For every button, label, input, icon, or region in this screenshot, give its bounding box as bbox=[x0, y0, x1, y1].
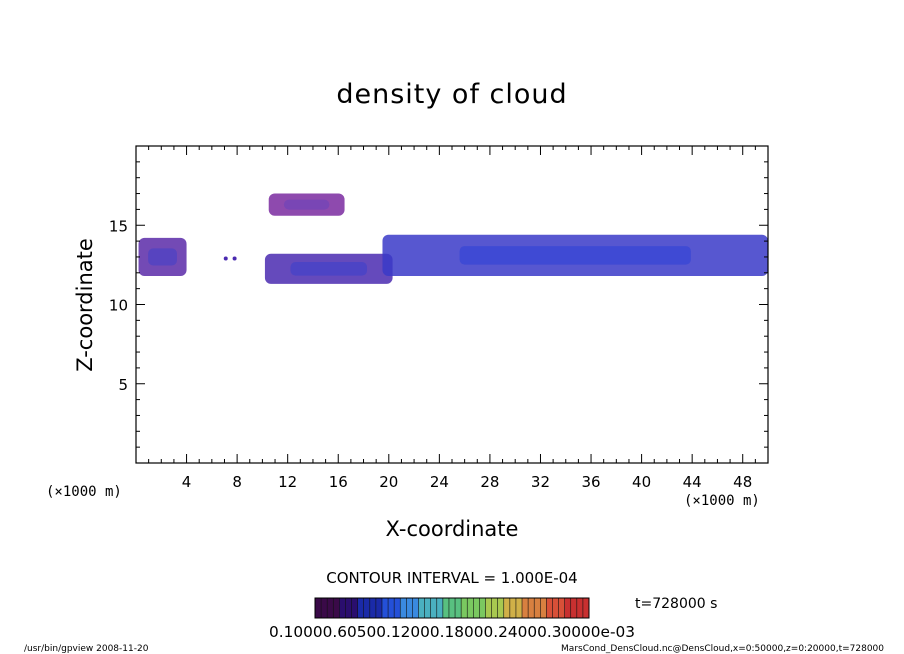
colorbar-swatch bbox=[564, 598, 572, 618]
colorbar-swatch bbox=[412, 598, 420, 618]
x-tick-label: 24 bbox=[430, 473, 449, 491]
colorbar-swatch bbox=[576, 598, 584, 618]
colorbar-swatch bbox=[442, 598, 450, 618]
colorbar bbox=[314, 598, 590, 618]
cloud-region-upper-patch bbox=[268, 193, 345, 216]
colorbar-swatch bbox=[339, 598, 346, 618]
y-tick-label: 5 bbox=[118, 376, 128, 394]
x-tick-label: 48 bbox=[733, 473, 752, 491]
colorbar-swatch bbox=[315, 598, 322, 618]
heatmap-layer bbox=[138, 193, 768, 284]
x-tick-label: 16 bbox=[329, 473, 348, 491]
y-tick-label: 15 bbox=[109, 217, 128, 235]
x-tick-label: 32 bbox=[531, 473, 550, 491]
colorbar-swatch bbox=[351, 598, 359, 618]
x-axis-label: X-coordinate bbox=[386, 517, 519, 541]
colorbar-swatch bbox=[485, 598, 493, 618]
colorbar-swatch bbox=[528, 598, 535, 618]
cloud-speck bbox=[232, 256, 237, 261]
colorbar-tick-labels: 0.10000.60500.12000.18000.24000.30000e-0… bbox=[269, 623, 635, 641]
y-tick-label: 10 bbox=[109, 297, 128, 315]
colorbar-swatch bbox=[394, 598, 401, 618]
x-tick-label: 44 bbox=[683, 473, 702, 491]
x-tick-label: 4 bbox=[182, 473, 192, 491]
colorbar-swatch bbox=[381, 598, 389, 618]
colorbar-swatch bbox=[503, 598, 511, 618]
x-tick-label: 8 bbox=[232, 473, 242, 491]
colorbar-swatch bbox=[448, 598, 456, 618]
colorbar-swatch bbox=[388, 598, 395, 618]
cloud-core-band-20-50 bbox=[459, 246, 691, 265]
colorbar-swatch bbox=[333, 598, 340, 618]
x-tick-label: 28 bbox=[480, 473, 499, 491]
colorbar-swatch bbox=[467, 598, 474, 618]
colorbar-swatch bbox=[369, 598, 377, 618]
colorbar-swatch bbox=[461, 598, 468, 618]
colorbar-swatch bbox=[479, 598, 486, 618]
cloud-region-band-12-20 bbox=[264, 253, 393, 284]
x-tick-label: 40 bbox=[632, 473, 651, 491]
colorbar-swatch bbox=[534, 598, 541, 618]
colorbar-swatch bbox=[455, 598, 462, 618]
colorbar-swatch bbox=[540, 598, 547, 618]
colorbar-swatch bbox=[546, 598, 553, 618]
colorbar-swatch bbox=[491, 598, 499, 618]
x-tick-label: 12 bbox=[278, 473, 297, 491]
y-axis-label: Z-coordinate bbox=[73, 238, 97, 372]
colorbar-swatch bbox=[400, 598, 407, 618]
colorbar-swatch bbox=[522, 598, 529, 618]
colorbar-swatch bbox=[509, 598, 517, 618]
colorbar-swatch bbox=[418, 598, 426, 618]
colorbar-swatch bbox=[406, 598, 413, 618]
cloud-core-upper-patch bbox=[283, 199, 330, 210]
colorbar-swatch bbox=[473, 598, 480, 618]
plot-frame bbox=[135, 145, 769, 464]
footer-right: MarsCond_DensCloud.nc@DensCloud,x=0:5000… bbox=[561, 644, 884, 654]
cloud-region-band-20-50 bbox=[382, 234, 768, 276]
time-label: t=728000 s bbox=[635, 596, 717, 612]
colorbar-swatch bbox=[497, 598, 505, 618]
x-unit-left: (×1000 m) bbox=[46, 484, 122, 500]
colorbar-swatch bbox=[321, 598, 328, 618]
cloud-core-band-12-20 bbox=[290, 262, 368, 276]
x-tick-labels: 4 8 12 16 20 24 28 32 36 40 44 48 bbox=[182, 473, 752, 491]
colorbar-frame bbox=[314, 597, 590, 619]
cloud-region-left-band bbox=[138, 237, 187, 276]
x-unit-right: (×1000 m) bbox=[684, 493, 760, 509]
x-tick-label: 20 bbox=[379, 473, 398, 491]
colorbar-swatch bbox=[327, 598, 334, 618]
colorbar-swatch bbox=[430, 598, 438, 618]
chart-title: density of cloud bbox=[336, 79, 567, 110]
colorbar-swatch bbox=[552, 598, 560, 618]
colorbar-swatch bbox=[363, 598, 371, 618]
colorbar-swatch bbox=[357, 598, 365, 618]
axis-ticks bbox=[136, 146, 768, 463]
colorbar-swatch bbox=[424, 598, 432, 618]
colorbar-swatch bbox=[570, 598, 578, 618]
contour-interval: CONTOUR INTERVAL = 1.000E-04 bbox=[326, 569, 577, 587]
footer-left: /usr/bin/gpview 2008-11-20 bbox=[24, 644, 149, 654]
colorbar-swatch bbox=[582, 598, 590, 618]
cloud-speck bbox=[223, 256, 228, 261]
colorbar-swatch bbox=[515, 598, 523, 618]
colorbar-swatch bbox=[345, 598, 353, 618]
colorbar-swatch bbox=[375, 598, 383, 618]
x-tick-label: 36 bbox=[581, 473, 600, 491]
colorbar-swatch bbox=[436, 598, 444, 618]
cloud-core-left-band bbox=[148, 248, 177, 266]
y-tick-labels: 5 10 15 bbox=[109, 217, 128, 394]
colorbar-swatch bbox=[558, 598, 566, 618]
